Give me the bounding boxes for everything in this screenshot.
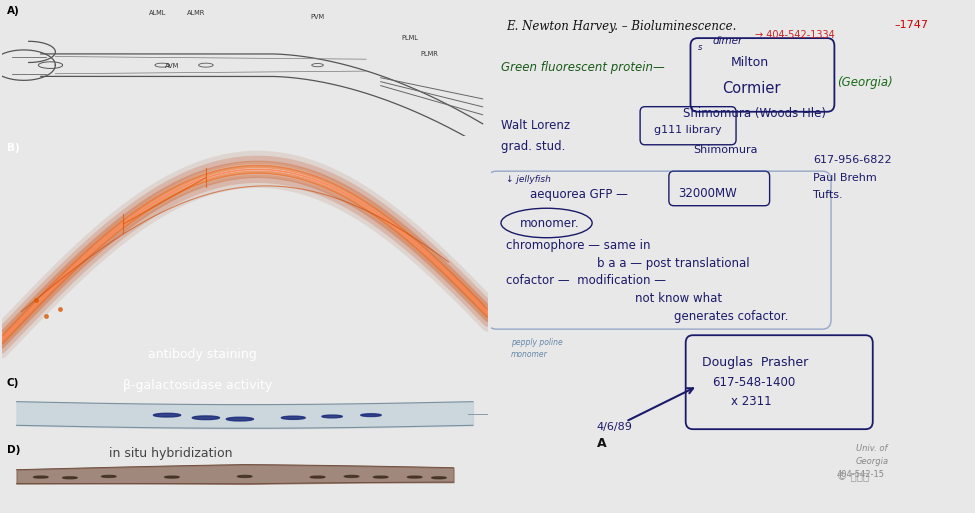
Text: PLMR: PLMR <box>420 51 438 57</box>
Text: © 药时代: © 药时代 <box>837 472 869 483</box>
Text: grad. stud.: grad. stud. <box>501 140 566 153</box>
Text: pepply poline: pepply poline <box>511 338 563 347</box>
Text: 617-548-1400: 617-548-1400 <box>712 376 796 389</box>
Text: 4/6/89: 4/6/89 <box>597 422 633 431</box>
Circle shape <box>432 477 447 479</box>
Text: Milton: Milton <box>731 56 769 69</box>
Text: x 2311: x 2311 <box>731 394 772 408</box>
Text: b a a — post translational: b a a — post translational <box>597 256 750 269</box>
Circle shape <box>373 476 388 478</box>
Text: g111 library: g111 library <box>654 126 722 135</box>
Text: D): D) <box>7 445 20 455</box>
Circle shape <box>153 413 180 417</box>
Text: chromophore — same in: chromophore — same in <box>506 239 650 252</box>
Text: Univ. of: Univ. of <box>856 444 887 453</box>
Text: AVM: AVM <box>165 63 179 69</box>
Text: A): A) <box>7 6 20 16</box>
Text: Douglas  Prasher: Douglas Prasher <box>702 356 808 368</box>
Text: cofactor —  modification —: cofactor — modification — <box>506 274 666 287</box>
Text: → 404-542-1334: → 404-542-1334 <box>756 30 835 41</box>
Text: Tufts.: Tufts. <box>813 190 842 201</box>
Text: Walt Lorenz: Walt Lorenz <box>501 120 570 132</box>
Text: –1747: –1747 <box>894 21 928 30</box>
Text: aequorea GFP —: aequorea GFP — <box>529 188 628 201</box>
Text: ALML: ALML <box>148 10 166 16</box>
Text: Green fluorescent protein—: Green fluorescent protein— <box>501 61 665 74</box>
Text: dimer: dimer <box>712 35 742 46</box>
Text: (Georgia): (Georgia) <box>837 76 892 89</box>
Text: Shimomura: Shimomura <box>693 145 758 155</box>
Text: in situ hybridization: in situ hybridization <box>109 447 232 460</box>
Circle shape <box>361 414 381 417</box>
Text: Shimomura (Woods Hle): Shimomura (Woods Hle) <box>683 107 826 120</box>
Circle shape <box>226 417 254 421</box>
Text: generates cofactor.: generates cofactor. <box>674 310 788 323</box>
Text: A: A <box>597 437 606 450</box>
Text: PVM: PVM <box>310 14 325 20</box>
Circle shape <box>238 476 252 478</box>
Text: s: s <box>698 43 702 52</box>
Text: PLML: PLML <box>402 35 418 42</box>
Circle shape <box>62 477 77 479</box>
Circle shape <box>310 476 325 478</box>
Circle shape <box>282 416 305 419</box>
Circle shape <box>344 476 359 478</box>
Text: Cormier: Cormier <box>722 81 780 96</box>
Text: β-galactosidase activity: β-galactosidase activity <box>123 379 273 392</box>
Text: Paul Brehm: Paul Brehm <box>813 173 877 183</box>
Circle shape <box>192 416 219 420</box>
Text: B): B) <box>7 143 20 153</box>
Text: antibody staining: antibody staining <box>147 348 256 361</box>
Circle shape <box>165 476 179 478</box>
Circle shape <box>408 476 422 478</box>
Text: ALMR: ALMR <box>187 10 206 16</box>
Text: not know what: not know what <box>636 292 722 305</box>
Text: monomer: monomer <box>511 350 547 360</box>
Text: E. Newton Harvey. – Bioluminescence.: E. Newton Harvey. – Bioluminescence. <box>506 21 736 33</box>
Text: Georgia: Georgia <box>856 457 889 466</box>
Text: 404-542-15: 404-542-15 <box>837 470 884 479</box>
Text: 32000MW: 32000MW <box>679 187 737 200</box>
Text: ↓ jellyfish: ↓ jellyfish <box>506 175 551 184</box>
Circle shape <box>322 415 342 418</box>
Circle shape <box>101 476 116 478</box>
Text: monomer.: monomer. <box>521 218 580 230</box>
Text: 617-956-6822: 617-956-6822 <box>813 155 891 165</box>
Text: C): C) <box>7 379 20 388</box>
Circle shape <box>33 476 48 478</box>
